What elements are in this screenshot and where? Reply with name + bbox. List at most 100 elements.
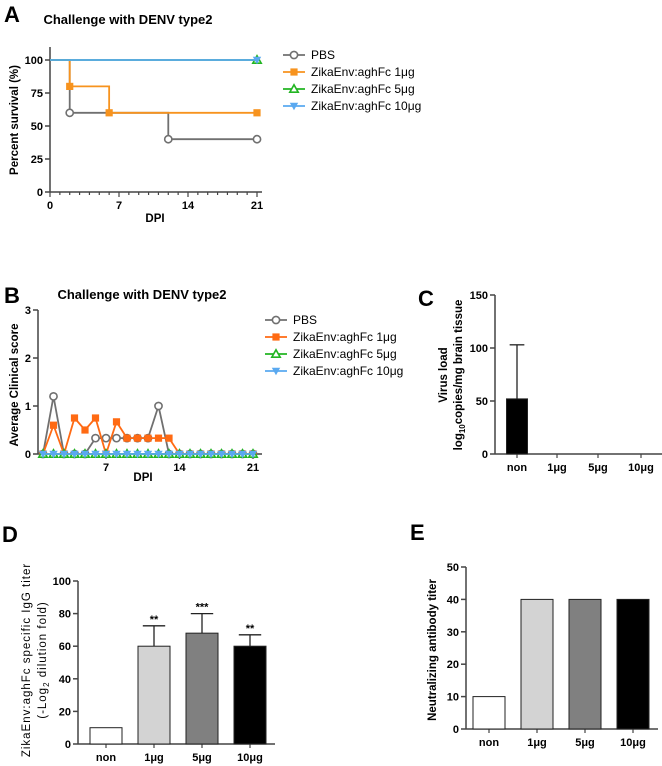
data-point bbox=[196, 450, 205, 459]
y-tick-label: 0 bbox=[453, 724, 459, 736]
y-tick-label: 10 bbox=[447, 692, 459, 704]
legend-item: PBS bbox=[265, 313, 317, 327]
legend-label: ZikaEnv:aghFc 10μg bbox=[311, 99, 421, 113]
panel-label-e: E bbox=[410, 520, 425, 545]
y-tick-label: 100 bbox=[25, 55, 43, 67]
significance-label: *** bbox=[196, 602, 210, 614]
data-point bbox=[59, 450, 69, 459]
y-tick-label: 50 bbox=[447, 562, 459, 574]
chart-d-ylabel-line1: ZikaEnv:aghFc specific IgG titer bbox=[21, 563, 33, 757]
y-tick-label: 25 bbox=[31, 154, 43, 166]
y-tick-label: 1 bbox=[25, 401, 31, 413]
x-tick-label: 21 bbox=[251, 200, 263, 212]
data-point bbox=[144, 434, 152, 442]
legend-marker bbox=[272, 333, 280, 341]
series-line bbox=[50, 59, 257, 114]
data-point bbox=[49, 391, 58, 401]
ylabel-subscript: 10 bbox=[458, 424, 467, 433]
data-point bbox=[227, 450, 237, 459]
x-tick-label: 14 bbox=[173, 462, 186, 474]
significance-label: ** bbox=[246, 623, 255, 635]
x-tick-label: 1μg bbox=[144, 752, 164, 764]
y-tick-label: 20 bbox=[447, 659, 459, 671]
bar bbox=[520, 598, 554, 730]
data-point bbox=[248, 450, 258, 459]
ylabel-part: (-Log bbox=[37, 687, 49, 719]
x-tick-label: 10μg bbox=[620, 737, 646, 749]
legend-item: ZikaEnv:aghFc 10μg bbox=[265, 364, 403, 378]
x-tick-label: 10μg bbox=[628, 462, 654, 474]
data-point bbox=[112, 433, 121, 443]
data-point bbox=[66, 82, 74, 90]
data-point bbox=[154, 434, 163, 442]
series-line bbox=[42, 396, 253, 455]
data-point bbox=[133, 450, 142, 459]
significance-label: ** bbox=[150, 614, 159, 626]
y-tick-label: 0 bbox=[65, 739, 71, 751]
series-3 bbox=[50, 56, 262, 65]
series-1 bbox=[50, 59, 261, 117]
data-point bbox=[101, 450, 111, 459]
data-point bbox=[91, 414, 100, 422]
chart-a: 0 25 50 75 100 0 7 14 21 PBS ZikaEnv:aghFc 1μg Zika… bbox=[25, 47, 421, 212]
data-point bbox=[252, 56, 262, 65]
x-tick-label: 0 bbox=[47, 200, 53, 212]
chart-c-ylabel-line2: log10copies/mg brain tissue bbox=[453, 300, 467, 451]
data-point bbox=[101, 433, 111, 443]
x-tick-label: 14 bbox=[182, 200, 195, 212]
y-tick-label: 0 bbox=[37, 187, 43, 199]
bar bbox=[472, 696, 506, 730]
y-tick-label: 2 bbox=[25, 353, 31, 365]
series-0 bbox=[50, 59, 262, 144]
chart-b-ylabel: Average Clinical score bbox=[9, 324, 21, 447]
y-tick-label: 0 bbox=[25, 449, 31, 461]
x-tick-label: 5μg bbox=[575, 737, 595, 749]
chart-a-title: Challenge with DENV type2 bbox=[43, 12, 212, 27]
y-tick-label: 60 bbox=[59, 641, 71, 653]
x-tick-label: non bbox=[96, 752, 116, 764]
data-point bbox=[143, 450, 153, 459]
legend-label: ZikaEnv:aghFc 5μg bbox=[293, 347, 397, 361]
x-tick-label: 1μg bbox=[527, 737, 547, 749]
data-point bbox=[123, 434, 131, 442]
bar bbox=[185, 632, 219, 745]
chart-e-ylabel: Neutralizing antibody titer bbox=[427, 579, 439, 721]
data-point bbox=[81, 426, 89, 434]
legend-marker bbox=[290, 68, 298, 76]
chart-c-ylabel-line1: Virus load bbox=[438, 347, 450, 402]
y-tick-label: 75 bbox=[31, 88, 43, 100]
legend-marker bbox=[271, 367, 281, 376]
data-point bbox=[185, 450, 195, 459]
x-tick-label: 1μg bbox=[547, 462, 567, 474]
legend-label: ZikaEnv:aghFc 5μg bbox=[311, 82, 415, 96]
chart-b-title: Challenge with DENV type2 bbox=[57, 287, 226, 302]
chart-b: 0 1 2 3 7 14 21 PBS ZikaEnv:aghFc 1μg ZikaEnv:agh… bbox=[25, 305, 403, 474]
legend-label: ZikaEnv:aghFc 10μg bbox=[293, 364, 403, 378]
data-point bbox=[217, 450, 226, 459]
x-tick-label: non bbox=[479, 737, 499, 749]
data-point bbox=[122, 450, 132, 459]
data-point bbox=[91, 450, 100, 459]
legend-label: PBS bbox=[293, 313, 317, 327]
legend-item: ZikaEnv:aghFc 5μg bbox=[265, 347, 397, 361]
chart-c: 0 50 100 150 non 1μg 5μg 10μg bbox=[470, 290, 662, 474]
data-point bbox=[252, 134, 262, 144]
y-tick-label: 150 bbox=[470, 290, 488, 302]
y-tick-label: 0 bbox=[482, 449, 488, 461]
data-point bbox=[164, 450, 174, 459]
x-tick-label: non bbox=[507, 462, 527, 474]
data-point bbox=[253, 109, 261, 117]
data-point bbox=[91, 433, 100, 443]
legend-label: ZikaEnv:aghFc 1μg bbox=[293, 330, 397, 344]
ylabel-part: dilution fold) bbox=[37, 601, 49, 681]
y-tick-label: 40 bbox=[59, 674, 71, 686]
legend-marker bbox=[289, 102, 299, 111]
data-point bbox=[133, 434, 142, 442]
y-tick-label: 100 bbox=[470, 343, 488, 355]
panel-label-d: D bbox=[2, 522, 18, 547]
data-point bbox=[38, 450, 48, 459]
panel-label-a: A bbox=[4, 2, 20, 27]
legend-marker bbox=[270, 348, 282, 359]
data-point bbox=[163, 134, 173, 144]
